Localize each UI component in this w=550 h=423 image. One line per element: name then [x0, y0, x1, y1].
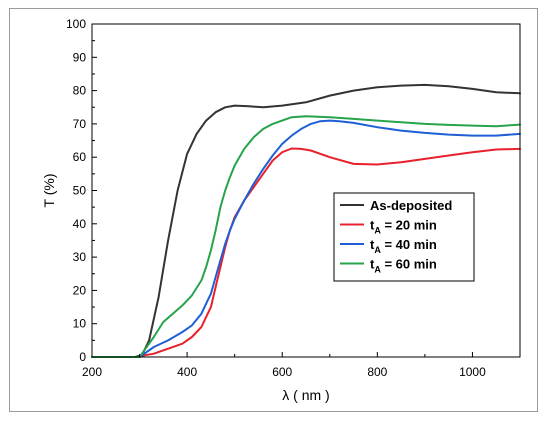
legend-entry-1: tA = 20 min [370, 218, 437, 236]
legend-entry-main: As-deposited [370, 198, 452, 213]
y-tick-label: 40 [73, 217, 87, 231]
legend-entry-main: t [370, 237, 375, 252]
y-tick-label: 70 [73, 117, 87, 131]
legend-entry-0: As-deposited [370, 198, 452, 213]
legend-entry-tail: = 60 min [381, 257, 437, 272]
x-axis-ticks: 200 400 600 800 1000 [82, 352, 486, 379]
series-layer [91, 83, 521, 358]
legend-entry-main: t [370, 257, 375, 272]
x-tick-label: 1000 [459, 365, 486, 379]
legend-entry-tail: = 20 min [381, 218, 437, 233]
y-tick-label: 50 [73, 184, 87, 198]
x-tick-label: 800 [367, 365, 387, 379]
legend-entry-main: t [370, 218, 375, 233]
legend-entry-subscript: A [374, 265, 381, 275]
y-tick-label: 90 [73, 50, 87, 64]
series-line-2 [91, 119, 521, 358]
y-tick-label: 80 [73, 84, 87, 98]
legend-entry-subscript: A [374, 245, 381, 255]
x-axis-label: λ ( nm ) [282, 387, 329, 403]
y-tick-label: 100 [66, 17, 86, 31]
y-tick-label: 60 [73, 150, 87, 164]
x-tick-label: 400 [177, 365, 197, 379]
series-line-0 [91, 83, 521, 358]
legend-entry-3: tA = 60 min [370, 257, 437, 275]
legend-box [333, 192, 475, 282]
figure-frame [9, 8, 538, 412]
y-tick-label: 20 [73, 283, 87, 297]
y-tick-label: 10 [73, 317, 87, 331]
y-tick-label: 30 [73, 250, 87, 264]
legend-entry-tail: = 40 min [381, 237, 437, 252]
y-tick-label: 0 [79, 350, 86, 364]
series-line-3 [91, 115, 521, 358]
y-axis-ticks: 0 10 20 30 40 50 60 70 80 90 100 [66, 17, 97, 364]
legend-entry-subscript: A [374, 226, 381, 236]
x-tick-label: 600 [272, 365, 292, 379]
x-tick-label: 200 [82, 365, 102, 379]
legend-entry-2: tA = 40 min [370, 237, 437, 255]
y-axis-label: T (%) [41, 174, 57, 208]
series-line-1 [91, 147, 521, 358]
